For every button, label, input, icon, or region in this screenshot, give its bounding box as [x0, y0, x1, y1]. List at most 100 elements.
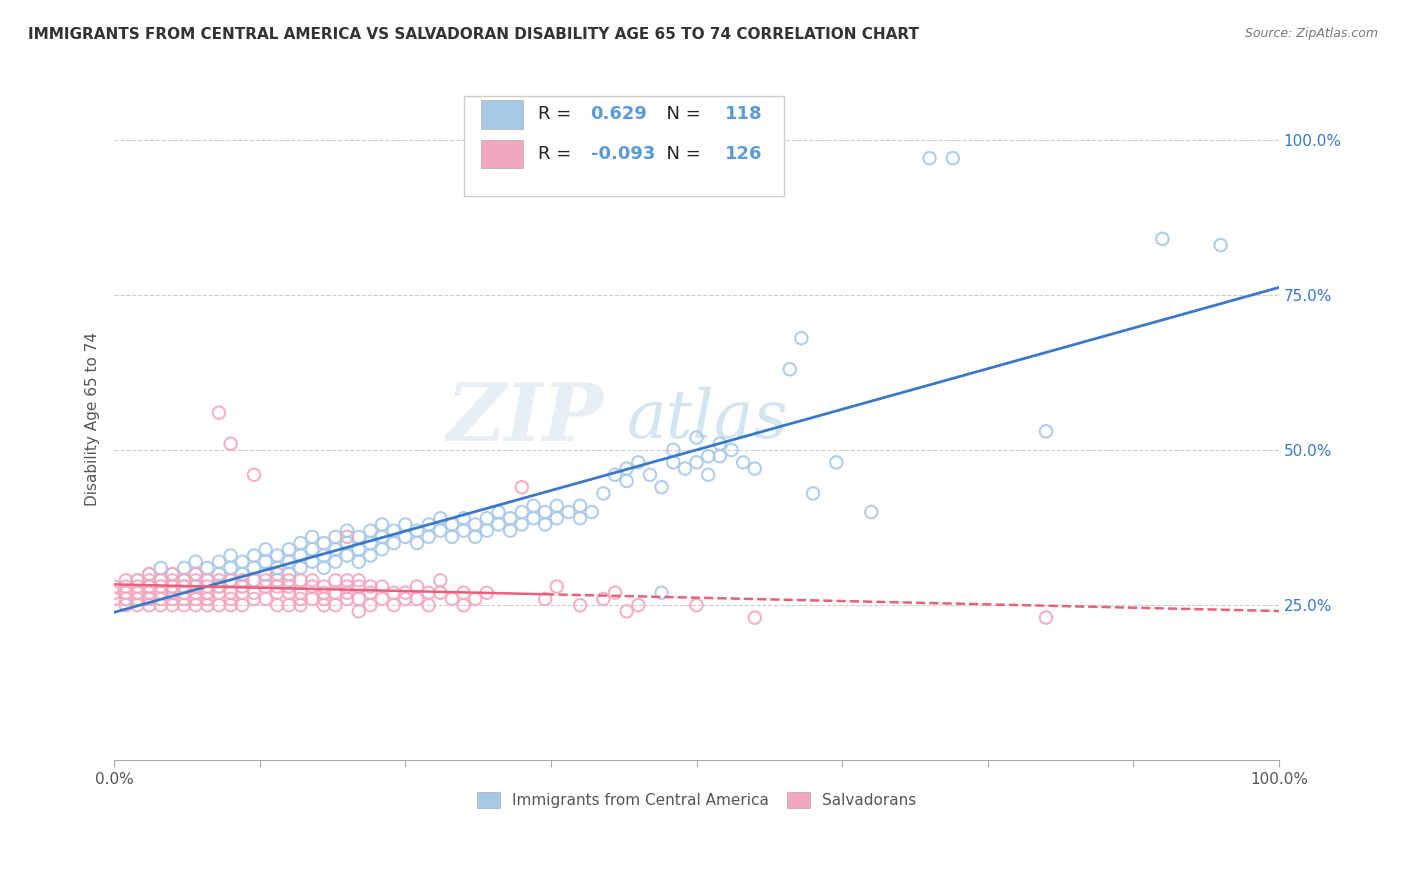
- Point: [685, 455, 707, 469]
- Point: [266, 574, 288, 588]
- Point: [382, 598, 405, 612]
- Point: [138, 580, 160, 594]
- Point: [546, 580, 568, 594]
- Point: [231, 567, 253, 582]
- Point: [942, 151, 965, 165]
- Point: [685, 431, 707, 445]
- Point: [103, 591, 125, 606]
- Point: [301, 555, 323, 569]
- Point: [173, 591, 195, 606]
- Point: [453, 586, 475, 600]
- Point: [231, 580, 253, 594]
- Point: [243, 549, 266, 563]
- Point: [464, 517, 486, 532]
- Point: [266, 598, 288, 612]
- Point: [406, 524, 429, 538]
- Point: [382, 536, 405, 550]
- Y-axis label: Disability Age 65 to 74: Disability Age 65 to 74: [86, 332, 100, 506]
- Point: [149, 591, 172, 606]
- Point: [173, 580, 195, 594]
- Point: [127, 598, 149, 612]
- Point: [418, 598, 440, 612]
- Point: [312, 580, 335, 594]
- Point: [394, 517, 416, 532]
- Point: [301, 591, 323, 606]
- Point: [312, 586, 335, 600]
- Point: [208, 567, 231, 582]
- Text: IMMIGRANTS FROM CENTRAL AMERICA VS SALVADORAN DISABILITY AGE 65 TO 74 CORRELATIO: IMMIGRANTS FROM CENTRAL AMERICA VS SALVA…: [28, 27, 920, 42]
- Point: [336, 524, 359, 538]
- Point: [127, 586, 149, 600]
- Point: [162, 598, 184, 612]
- Point: [149, 580, 172, 594]
- Point: [336, 530, 359, 544]
- Point: [371, 530, 394, 544]
- Point: [127, 580, 149, 594]
- Point: [184, 555, 207, 569]
- Point: [1035, 425, 1057, 439]
- Point: [371, 542, 394, 557]
- Point: [825, 455, 848, 469]
- Point: [219, 436, 242, 450]
- Point: [114, 580, 136, 594]
- Point: [149, 574, 172, 588]
- Point: [208, 598, 231, 612]
- Point: [347, 591, 370, 606]
- Point: [195, 586, 218, 600]
- Point: [219, 598, 242, 612]
- Point: [464, 591, 486, 606]
- Point: [195, 598, 218, 612]
- Point: [162, 580, 184, 594]
- Point: [603, 467, 626, 482]
- Point: [312, 598, 335, 612]
- Point: [488, 517, 510, 532]
- Point: [429, 524, 451, 538]
- Text: 118: 118: [724, 105, 762, 123]
- Point: [173, 580, 195, 594]
- Point: [290, 549, 312, 563]
- Point: [219, 586, 242, 600]
- Point: [440, 591, 463, 606]
- Point: [546, 499, 568, 513]
- FancyBboxPatch shape: [481, 100, 523, 128]
- Point: [290, 561, 312, 575]
- Point: [231, 586, 253, 600]
- Point: [429, 511, 451, 525]
- Text: ZIP: ZIP: [447, 380, 603, 458]
- Point: [592, 591, 614, 606]
- Point: [231, 555, 253, 569]
- Point: [231, 574, 253, 588]
- Point: [254, 574, 277, 588]
- Point: [347, 580, 370, 594]
- Point: [510, 505, 533, 519]
- Point: [325, 574, 347, 588]
- Point: [453, 511, 475, 525]
- Point: [312, 536, 335, 550]
- Point: [627, 455, 650, 469]
- Point: [336, 580, 359, 594]
- Point: [219, 574, 242, 588]
- Point: [697, 449, 720, 463]
- Point: [616, 474, 638, 488]
- Point: [534, 591, 557, 606]
- Point: [277, 580, 299, 594]
- Point: [231, 598, 253, 612]
- Point: [522, 499, 544, 513]
- Point: [325, 598, 347, 612]
- Point: [103, 586, 125, 600]
- Point: [277, 542, 299, 557]
- Point: [243, 561, 266, 575]
- Point: [277, 567, 299, 582]
- Point: [325, 555, 347, 569]
- Point: [592, 486, 614, 500]
- Point: [406, 591, 429, 606]
- Point: [243, 574, 266, 588]
- Point: [138, 580, 160, 594]
- Point: [371, 591, 394, 606]
- Point: [918, 151, 941, 165]
- Point: [382, 586, 405, 600]
- Text: N =: N =: [655, 145, 706, 163]
- Point: [290, 591, 312, 606]
- Point: [266, 580, 288, 594]
- Point: [266, 567, 288, 582]
